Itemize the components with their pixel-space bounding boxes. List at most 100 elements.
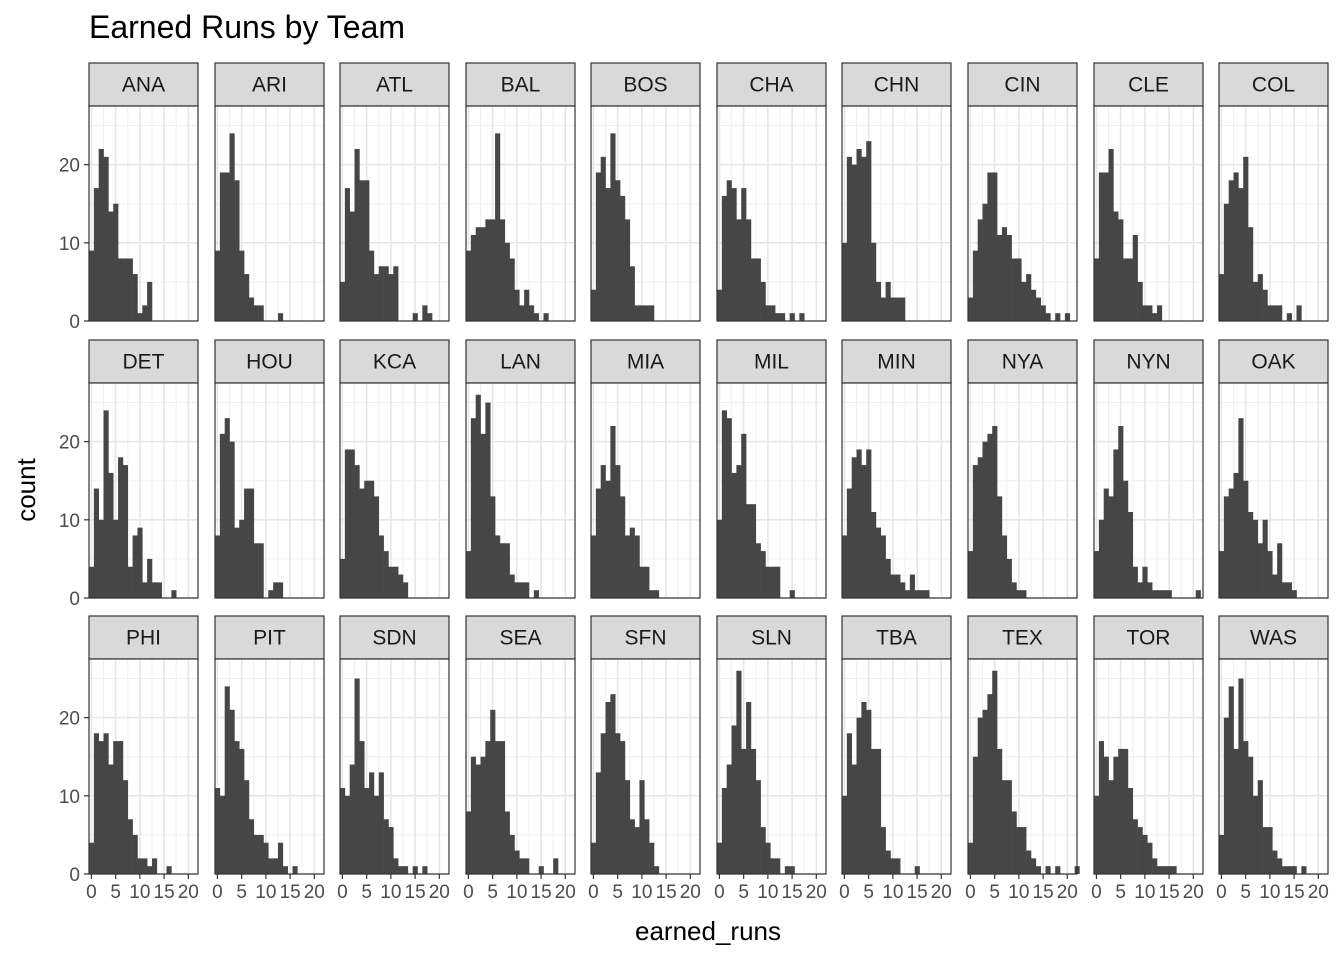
histogram-bar [750, 748, 757, 874]
histogram-bar [1223, 203, 1229, 321]
y-axis-title: count [11, 457, 41, 521]
histogram-bar [509, 258, 515, 321]
facet-strip [967, 615, 1078, 660]
histogram-bar [992, 172, 998, 321]
histogram-bar [1166, 866, 1172, 874]
histogram-bar [373, 274, 380, 321]
histogram-bar [1156, 305, 1163, 321]
histogram-bar [1257, 274, 1263, 321]
histogram-bar [127, 566, 133, 598]
histogram-bar [1011, 811, 1017, 874]
histogram-bars [717, 180, 805, 321]
facet-label: BAL [501, 74, 541, 97]
histogram-bar [1281, 866, 1288, 874]
histogram-bar [1252, 795, 1259, 874]
x-tick-label: 15 [656, 882, 677, 903]
panel-border [88, 382, 199, 599]
histogram-bar [649, 305, 655, 321]
histogram-bar [924, 590, 930, 598]
histogram-bars [89, 733, 172, 874]
histogram-bar [1252, 281, 1259, 321]
histogram-bar [509, 574, 515, 598]
histogram-bar [1094, 258, 1100, 321]
histogram-bar [142, 582, 148, 598]
facet-label: NYN [1126, 351, 1170, 374]
histogram-bar [750, 258, 757, 321]
histogram-bar [1238, 418, 1244, 598]
histogram-bar [765, 566, 771, 598]
histogram-bar [354, 149, 360, 321]
histogram-bar [495, 741, 501, 874]
histogram-bar [1011, 258, 1017, 321]
histogram-bar [726, 180, 732, 321]
x-tick-label: 0 [86, 882, 97, 903]
histogram-bar [605, 702, 611, 874]
histogram-bar [364, 788, 370, 874]
facet-strip [716, 615, 827, 660]
histogram-bar [475, 227, 481, 321]
histogram-bar [914, 590, 920, 598]
histogram-bar [369, 250, 375, 321]
x-tick-label: 0 [212, 882, 223, 903]
histogram-bar [610, 133, 616, 321]
histogram-bar [499, 741, 506, 874]
histogram-bar [108, 211, 114, 321]
histogram-bar [1277, 858, 1283, 874]
histogram-bar [1257, 780, 1263, 874]
x-tick-label: 15 [782, 882, 803, 903]
histogram-bar [885, 281, 891, 321]
histogram-bar [258, 305, 264, 321]
histogram-bar [895, 574, 901, 598]
histogram-bar [1286, 866, 1292, 874]
panel-border [214, 658, 325, 875]
facet-panel-kca: KCA [339, 339, 450, 599]
histogram-bar [591, 289, 597, 321]
histogram-bar [770, 566, 776, 598]
histogram-bar [108, 472, 114, 598]
x-tick-label: 15 [405, 882, 426, 903]
y-tick-label: 10 [59, 511, 80, 532]
histogram-bar [620, 496, 626, 598]
histogram-bar [1118, 219, 1124, 321]
histogram-bar [605, 480, 611, 598]
histogram-bar [108, 764, 114, 874]
histogram-bar [649, 842, 655, 874]
histogram-bar [1219, 274, 1225, 321]
histogram-bar [354, 465, 360, 598]
histogram-bar [1108, 496, 1114, 598]
histogram-bar [156, 582, 162, 598]
histogram-bar [1016, 590, 1022, 598]
histogram-bar [1098, 519, 1104, 598]
facet-strip [339, 62, 450, 107]
facet-strip [841, 615, 952, 660]
facet-panel-lan: LAN [465, 339, 576, 599]
histogram-bar [268, 590, 274, 598]
facet-label: TBA [876, 627, 917, 650]
histogram-bar [519, 858, 525, 874]
histogram-bar [746, 219, 752, 321]
facet-panel-chn: CHN [841, 62, 952, 322]
histogram-bar [731, 725, 737, 874]
facet-panel-atl: ATL [339, 62, 450, 322]
histogram-bar [398, 866, 404, 874]
histogram-bar [755, 543, 761, 598]
histogram-bar [349, 764, 355, 874]
histogram-bar [253, 543, 259, 598]
histogram-bar [880, 535, 886, 598]
histogram-bars [466, 133, 549, 321]
histogram-bar [137, 527, 143, 598]
histogram-bar [234, 741, 240, 874]
histogram-bar [1291, 866, 1297, 874]
facet-strip [339, 615, 450, 660]
histogram-bar [982, 709, 988, 874]
histogram-bar [103, 733, 109, 874]
histogram-bar [842, 242, 848, 321]
histogram-bar [890, 858, 896, 874]
histogram-bar [1161, 866, 1167, 874]
histogram-bar [1277, 543, 1283, 598]
histogram-bars [717, 670, 795, 874]
histogram-bar [524, 582, 530, 598]
histogram-bar [422, 866, 428, 874]
histogram-bar [495, 133, 501, 321]
histogram-bar [485, 402, 491, 598]
